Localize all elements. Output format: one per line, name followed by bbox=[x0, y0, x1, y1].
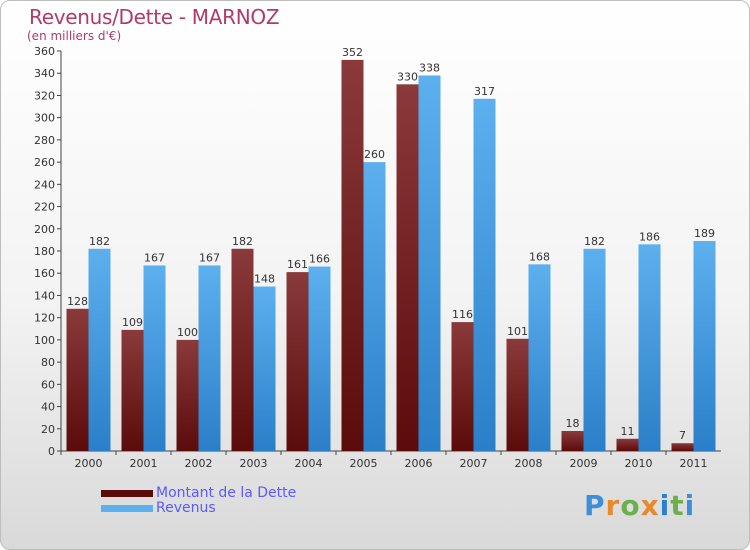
y-tick-label: 180 bbox=[34, 245, 55, 258]
bar-revenue bbox=[583, 248, 606, 451]
data-label-revenue: 182 bbox=[584, 235, 605, 248]
data-label-revenue: 167 bbox=[144, 251, 165, 264]
x-tick-label: 2009 bbox=[570, 457, 598, 470]
legend-swatch-debt bbox=[101, 490, 153, 497]
bar-revenue bbox=[308, 266, 331, 451]
bar-debt bbox=[121, 329, 144, 451]
data-label-revenue: 317 bbox=[474, 85, 495, 98]
data-label-revenue: 260 bbox=[364, 148, 385, 161]
bar-debt bbox=[341, 59, 364, 452]
bar-revenue bbox=[88, 248, 111, 451]
data-label-debt: 352 bbox=[342, 46, 363, 59]
y-tick-label: 60 bbox=[41, 378, 55, 391]
data-label-debt: 11 bbox=[621, 425, 635, 438]
legend-swatch-revenue bbox=[101, 505, 153, 512]
y-tick-label: 40 bbox=[41, 401, 55, 414]
bar-debt bbox=[176, 339, 199, 451]
data-label-revenue: 168 bbox=[529, 250, 550, 263]
bar-debt bbox=[561, 431, 584, 451]
bar-revenue bbox=[638, 244, 661, 451]
x-tick-label: 2008 bbox=[515, 457, 543, 470]
bar-debt bbox=[671, 443, 694, 451]
bar-debt bbox=[451, 322, 474, 451]
y-tick-label: 100 bbox=[34, 334, 55, 347]
y-tick-label: 160 bbox=[34, 267, 55, 280]
y-tick-label: 360 bbox=[34, 45, 55, 58]
y-tick-label: 340 bbox=[34, 67, 55, 80]
x-tick-label: 2006 bbox=[405, 457, 433, 470]
data-label-debt: 109 bbox=[122, 316, 143, 329]
data-label-revenue: 189 bbox=[694, 227, 715, 240]
data-label-debt: 7 bbox=[679, 429, 686, 442]
data-label-revenue: 167 bbox=[199, 251, 220, 264]
x-tick-label: 2000 bbox=[75, 457, 103, 470]
legend-label-revenue: Revenus bbox=[156, 500, 216, 516]
bar-debt bbox=[506, 338, 529, 451]
bar-debt bbox=[616, 438, 639, 451]
data-label-revenue: 182 bbox=[89, 235, 110, 248]
data-label-revenue: 166 bbox=[309, 253, 330, 266]
data-label-debt: 116 bbox=[452, 308, 473, 321]
bar-debt bbox=[231, 248, 254, 451]
y-tick-label: 260 bbox=[34, 156, 55, 169]
x-tick-label: 2005 bbox=[350, 457, 378, 470]
data-label-debt: 100 bbox=[177, 326, 198, 339]
y-tick-label: 240 bbox=[34, 178, 55, 191]
data-label-revenue: 148 bbox=[254, 273, 275, 286]
bar-debt bbox=[396, 84, 419, 451]
y-tick-label: 220 bbox=[34, 201, 55, 214]
y-tick-label: 80 bbox=[41, 356, 55, 369]
data-label-revenue: 186 bbox=[639, 230, 660, 243]
proxiti-logo: Proxiti bbox=[584, 489, 696, 522]
bar-revenue bbox=[473, 98, 496, 452]
y-tick-label: 320 bbox=[34, 89, 55, 102]
chart-title: Revenus/Dette - MARNOZ bbox=[29, 5, 280, 29]
y-tick-label: 20 bbox=[41, 423, 55, 436]
bar-revenue bbox=[363, 162, 386, 451]
data-label-debt: 330 bbox=[397, 70, 418, 83]
y-tick-label: 300 bbox=[34, 112, 55, 125]
bar-revenue bbox=[693, 241, 716, 451]
data-label-debt: 101 bbox=[507, 325, 528, 338]
x-tick-label: 2010 bbox=[625, 457, 653, 470]
bar-revenue bbox=[253, 286, 276, 451]
x-tick-label: 2011 bbox=[680, 457, 708, 470]
x-tick-label: 2002 bbox=[185, 457, 213, 470]
y-tick-label: 120 bbox=[34, 312, 55, 325]
bar-revenue bbox=[418, 75, 441, 451]
data-label-revenue: 338 bbox=[419, 61, 440, 74]
data-label-debt: 161 bbox=[287, 258, 308, 271]
y-tick-label: 200 bbox=[34, 223, 55, 236]
y-tick-label: 280 bbox=[34, 134, 55, 147]
bar-revenue bbox=[528, 264, 551, 451]
chart-subtitle: (en milliers d'€) bbox=[27, 29, 122, 43]
legend-label-debt: Montant de la Dette bbox=[156, 485, 297, 501]
data-label-debt: 128 bbox=[67, 295, 88, 308]
bar-debt bbox=[286, 272, 309, 451]
x-tick-label: 2001 bbox=[130, 457, 158, 470]
bar-revenue bbox=[198, 265, 221, 451]
x-tick-label: 2007 bbox=[460, 457, 488, 470]
bar-revenue bbox=[143, 265, 166, 451]
y-tick-label: 0 bbox=[48, 445, 55, 458]
data-label-debt: 18 bbox=[566, 417, 580, 430]
x-tick-label: 2004 bbox=[295, 457, 323, 470]
bar-debt bbox=[66, 308, 89, 451]
data-label-debt: 182 bbox=[232, 235, 253, 248]
y-tick-label: 140 bbox=[34, 289, 55, 302]
x-tick-label: 2003 bbox=[240, 457, 268, 470]
